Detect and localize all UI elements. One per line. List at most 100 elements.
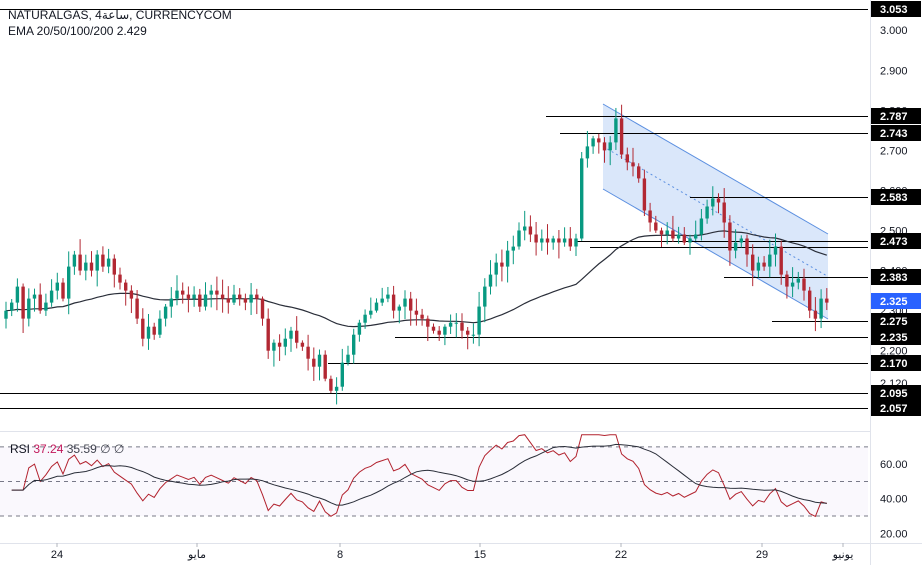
candle-body [505,250,510,267]
candle-body [15,286,20,303]
candle-body [44,302,48,311]
candle-body [272,342,276,351]
candle-body [574,238,578,247]
candle-body [317,354,322,367]
price-tick: 3.000 [880,25,908,37]
candle-body [27,298,31,319]
level-badge [871,400,921,416]
candle-body [323,354,327,379]
candle-body [477,306,481,335]
candle-body [84,262,88,271]
candle-body [10,302,14,311]
candle-body [386,294,390,299]
candle-body [220,294,225,299]
rsi-band [0,446,868,517]
rsi-line [11,434,827,518]
candle-body [363,314,367,323]
candle-body [471,334,476,336]
candle-body [249,294,253,303]
candle-body [733,242,738,251]
candle-body [466,330,470,335]
candle-body [169,298,173,307]
candle-body [300,342,305,347]
candle-body [779,246,783,275]
candle-body [380,298,384,303]
candle-body [374,302,379,311]
candle-body [819,298,823,319]
rsi-value: 37.24 [33,442,64,456]
price-tick: 2.900 [880,65,908,77]
candle-body [67,266,71,299]
candle-body [654,222,658,231]
candle-body [711,198,715,207]
candle-body [215,290,219,295]
candle-body [825,298,829,303]
channel-fill [603,104,828,319]
candle-body [118,274,122,283]
level-badge-text: 2.743 [880,128,908,140]
candle-body [494,262,498,275]
candle-body [808,290,812,311]
candle-body [72,254,77,267]
candle-body [562,238,567,243]
candle-body [78,254,82,271]
candle-body [243,298,248,303]
candle-body [357,322,362,335]
candle-body [762,262,766,267]
candle-body [226,298,230,303]
candle-body [175,290,179,299]
candle-body [32,294,37,299]
candle-body [129,290,134,299]
rsi-ma-value: 35.59 [66,442,97,456]
level-badge [871,1,921,17]
level-badge-text: 2.095 [880,388,908,400]
candle-body [95,254,99,271]
level-badge [871,108,921,124]
candle-body [790,282,795,287]
candle-body [431,326,436,331]
candle-body [591,138,595,147]
candle-body [511,246,515,251]
candle-body [135,298,139,319]
candle-body [89,262,94,271]
rsi-legend[interactable]: RSI 37.24 35.59 ∅ ∅ [10,442,124,456]
candle-body [768,254,772,267]
candle-body [426,318,430,327]
candle-body [329,378,333,391]
time-tick: 29 [756,549,768,561]
level-badge [871,329,921,345]
candle-body [334,386,339,391]
candle-body [158,318,162,335]
channel-upper-line [602,103,829,235]
candle-body [437,330,441,335]
candle-body [414,310,419,315]
symbol-title[interactable]: NATURALGAS, 4ساعة, CURRENCYCOM [8,8,232,22]
rsi-label: RSI [10,442,31,456]
candle-body [55,282,59,291]
candle-body [813,310,818,319]
candle-body [238,294,242,299]
candle-body [751,254,755,271]
candle-body [568,238,572,247]
candle-body [346,354,350,363]
candle-body [614,118,618,143]
time-tick: مايو [187,549,206,561]
ema-legend[interactable]: EMA 20/50/100/200 2.429 [8,24,147,38]
candle-body [682,234,686,243]
candle-body [642,178,647,211]
rsi-ma-line [11,443,827,506]
rsi-tick: 60.00 [880,459,908,471]
level-badge [871,385,921,401]
candle-body [124,282,128,291]
candle-body [112,258,116,275]
candle-body [352,334,356,355]
candle-body [38,294,42,311]
candle-body [266,318,270,351]
channel-mid-line [602,146,829,277]
candle-body [580,158,584,239]
candle-body [21,286,25,319]
candle-body [277,342,282,347]
candle-body [454,322,458,324]
